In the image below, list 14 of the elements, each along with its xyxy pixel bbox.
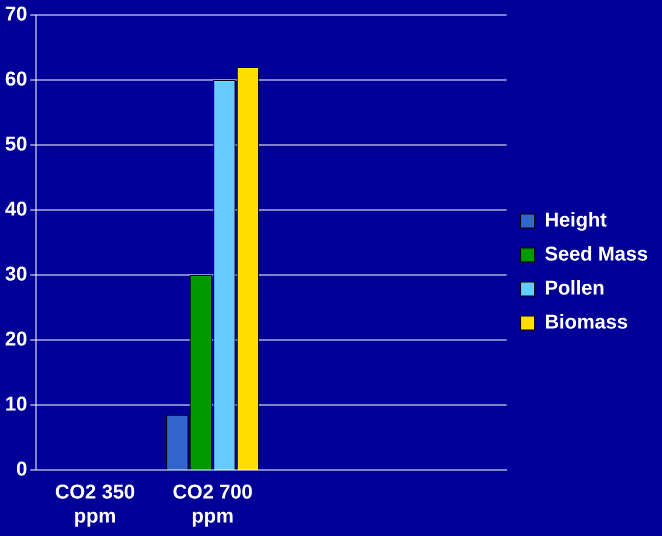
y-tick-label: 70 xyxy=(4,4,28,26)
x-tick-label: CO2 700 ppm xyxy=(172,482,253,528)
y-tick-label: 20 xyxy=(4,328,28,351)
y-tick-label: 30 xyxy=(4,264,28,286)
legend-label: Pollen xyxy=(544,278,605,300)
legend-label: Height xyxy=(544,210,608,232)
y-tick-label: 50 xyxy=(4,134,28,156)
legend-label: Biomass xyxy=(544,312,628,334)
y-tick-label: 60 xyxy=(4,68,28,91)
y-tick-label: 40 xyxy=(4,198,28,221)
y-tick-label: 10 xyxy=(4,394,28,416)
x-tick-label: CO2 350 ppm xyxy=(55,482,136,528)
y-tick-label: 0 xyxy=(16,458,28,481)
legend-label: Seed Mass xyxy=(544,244,648,266)
